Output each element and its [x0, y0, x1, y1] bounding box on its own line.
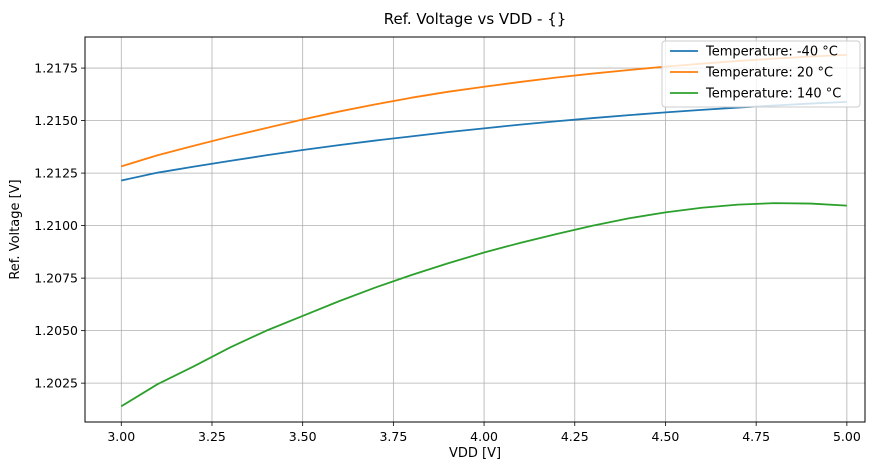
legend: Temperature: -40 °C Temperature: 20 °C Tem… — [661, 40, 861, 108]
plot-frame — [84, 36, 866, 423]
legend-label-0: Temperature: -40 °C — [705, 45, 838, 60]
legend-box — [661, 40, 861, 108]
x-tick-label: 3.50 — [289, 429, 317, 444]
y-tick-label: 1.2150 — [34, 113, 78, 128]
x-tick-label: 5.00 — [833, 429, 861, 444]
x-tick-label: 4.75 — [742, 429, 770, 444]
y-tick-label: 1.2175 — [34, 61, 78, 76]
legend-label-2: Temperature: 140 °C — [705, 87, 841, 102]
y-tick-label: 1.2025 — [34, 376, 78, 391]
y-tick-label: 1.2075 — [34, 271, 78, 286]
y-axis: 1.2025 1.2050 1.2075 1.2100 1.2125 1.2150 1.21… — [34, 61, 85, 391]
x-tick-label: 3.25 — [198, 429, 226, 444]
legend-label-1: Temperature: 20 °C — [705, 66, 833, 81]
x-tick-label: 4.25 — [561, 429, 589, 444]
x-axis: 3.00 3.25 3.50 3.75 4.00 4.25 4.50 4.75 5.00 — [107, 422, 861, 444]
y-tick-label: 1.2100 — [34, 218, 78, 233]
y-tick-label: 1.2125 — [34, 166, 78, 181]
y-axis-label: Ref. Voltage [V] — [8, 179, 23, 279]
x-tick-label: 4.50 — [652, 429, 680, 444]
series-line-0 — [121, 101, 847, 182]
series-line-2 — [120, 202, 847, 408]
chart-title: Ref. Voltage vs VDD - {} — [384, 10, 567, 28]
x-tick-label: 3.00 — [107, 429, 135, 444]
x-tick-label: 4.00 — [470, 429, 498, 444]
y-tick-label: 1.2050 — [34, 323, 78, 338]
x-axis-label: VDD [V] — [449, 446, 501, 461]
x-tick-label: 3.75 — [379, 429, 407, 444]
